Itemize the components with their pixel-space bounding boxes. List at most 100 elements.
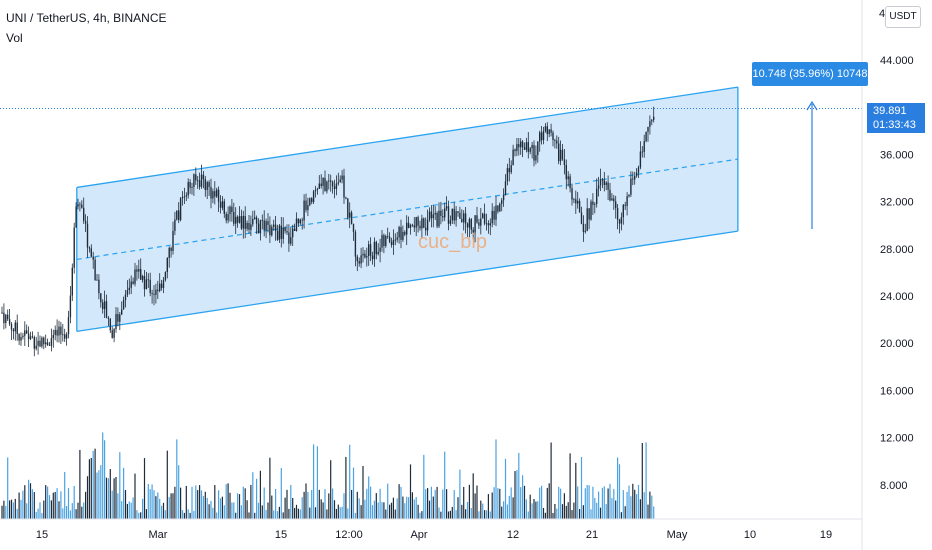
candle-body [463,213,465,223]
volume-bar [140,512,142,519]
volume-bar [56,488,58,519]
candle-body [402,231,404,240]
currency-unit-button[interactable]: USDT [885,6,921,28]
candle-body [383,235,385,247]
candle-body [556,140,558,144]
x-tick-label: Apr [410,529,427,541]
volume-bar [227,483,229,519]
volume-bar [546,487,548,519]
candle-body [480,218,482,226]
candle-body [335,183,338,189]
candle-body [88,247,91,249]
candle-body [453,208,455,221]
volume-bar [159,498,161,519]
volume-bar [22,490,24,519]
volume-bar [550,442,552,519]
candle-body [35,345,37,349]
volume-bar [104,440,106,519]
volume-bar [263,487,265,519]
volume-bar [7,457,9,519]
candle-body [138,269,140,272]
volume-bar [9,500,11,519]
volume-bar [641,442,643,519]
volume-bar [39,502,41,519]
volume-bar [463,486,465,519]
volume-bar [413,499,415,519]
candle-body [227,214,229,221]
candle-body [255,217,258,224]
volume-bar [3,500,5,519]
volume-bar [417,504,419,519]
candle-body [79,204,81,206]
candle-body [31,336,34,338]
volume-bar [542,507,545,519]
candle-body [236,216,239,223]
candle-body [130,281,132,288]
candle-body [210,187,212,199]
candle-body [282,227,284,239]
volume-bar [341,506,343,519]
volume-bar [584,488,586,519]
volume-bar [297,508,299,519]
volume-bar [98,470,100,519]
volume-bar [69,510,71,519]
candle-body [84,220,87,224]
volume-bar [145,509,147,519]
candle-body [349,212,351,218]
volume-bar [605,504,607,519]
candle-body [231,206,233,212]
volume-bar [484,510,486,519]
volume-bar [335,508,337,519]
candle-body [113,328,115,338]
volume-bar [119,452,121,519]
candle-body [601,179,604,181]
volume-bar [617,457,619,519]
volume-bar [432,496,434,519]
volume-bar [267,502,269,519]
candle-body [516,144,518,152]
volume-bar [598,491,600,519]
candle-body [185,195,187,197]
volume-bar [172,493,174,519]
volume-bar [176,439,178,519]
volume-bar [45,485,47,519]
candle-body [407,222,410,228]
candle-body [331,181,334,187]
symbol-title[interactable]: UNI / TetherUS, 4h, BINANCE [6,11,167,25]
candles [1,106,655,357]
parallel-channel[interactable] [76,86,739,333]
candle-body [544,126,547,132]
volume-bar [554,503,556,519]
volume-bar [404,503,406,519]
candle-body [229,206,231,215]
candle-body [134,269,136,284]
volume-bar [520,487,522,519]
volume-bar [558,486,560,519]
candle-body [170,247,172,251]
volume-bar [531,503,533,519]
volume-bar [356,491,358,519]
candle-body [324,178,326,192]
candle-body [200,174,203,187]
volume-bar [50,500,52,519]
volume-indicator-label[interactable]: Vol [6,31,23,45]
candle-body [233,211,235,224]
last-price-value: 39.891 [873,105,907,117]
volume-bar [185,485,187,519]
volume-bar [362,466,364,519]
candle-body [590,201,592,220]
volume-bar [18,492,20,519]
author-watermark: cuc_bip [418,231,487,253]
volume-bar [155,496,157,519]
candle-body [586,208,588,231]
volume-bar [366,488,368,519]
volume-bar [476,485,478,519]
volume-bar [320,499,322,519]
candle-body [26,330,28,334]
volume-bar [250,484,252,519]
candle-body [54,329,56,336]
candle-body [191,187,193,188]
volume-bar [187,509,189,519]
candle-body [371,255,374,260]
